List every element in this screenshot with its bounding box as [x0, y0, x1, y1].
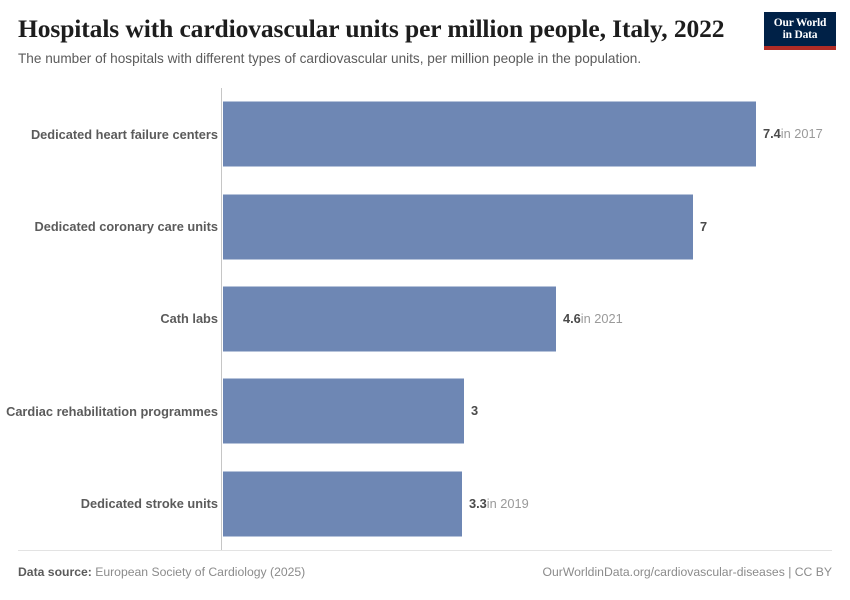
bar[interactable] — [223, 378, 464, 444]
chart-plot-area: Dedicated heart failure centers 7.4in 201… — [0, 88, 850, 550]
bar-value-label: 4.6in 2021 — [563, 310, 623, 326]
bar-category-label: Dedicated heart failure centers — [30, 126, 218, 142]
chart-footer: Data source: European Society of Cardiol… — [0, 550, 850, 600]
y-axis-line — [221, 88, 222, 550]
footer-divider — [18, 550, 832, 551]
data-source-label: Data source: — [18, 565, 92, 579]
bar-value-year: in 2017 — [780, 126, 823, 142]
data-source-value: European Society of Cardiology (2025) — [91, 565, 306, 579]
bar-row: Dedicated coronary care units 7 — [0, 180, 850, 272]
bar-value-number: 3.3 — [469, 495, 487, 511]
bar-category-label: Dedicated coronary care units — [34, 219, 219, 235]
chart-subtitle: The number of hospitals with different t… — [18, 51, 642, 66]
chart-header: Hospitals with cardiovascular units per … — [0, 0, 850, 88]
bar-value-label: 3.3in 2019 — [469, 495, 529, 511]
bar-value-number: 3 — [471, 403, 479, 419]
bar-value-label: 3 — [471, 404, 478, 418]
bar[interactable] — [223, 471, 462, 537]
bar-value-year: in 2019 — [486, 495, 529, 511]
bar-category-label: Dedicated stroke units — [80, 496, 218, 512]
page-title: Hospitals with cardiovascular units per … — [18, 14, 725, 43]
bar-category-label: Cardiac rehabilitation programmes — [6, 403, 218, 419]
bar-value-number: 7.4 — [763, 126, 781, 142]
bar-row: Cardiac rehabilitation programmes 3 — [0, 365, 850, 457]
bar[interactable] — [223, 194, 693, 260]
bar-category-label: Cath labs — [160, 311, 218, 327]
bar-value-year: in 2021 — [580, 310, 623, 326]
bar-value-label: 7 — [700, 218, 708, 234]
bar-row: Dedicated stroke units 3.3in 2019 — [0, 458, 850, 550]
bar-row: Dedicated heart failure centers 7.4in 201… — [0, 88, 850, 180]
bar-value-number: 4.6 — [563, 310, 581, 326]
our-world-in-data-logo[interactable]: Our World in Data — [764, 12, 836, 50]
bar-value-label: 7.4in 2017 — [763, 127, 823, 141]
attribution-link[interactable]: OurWorldinData.org/cardiovascular-diseas… — [542, 565, 832, 579]
data-source: Data source: European Society of Cardiol… — [18, 565, 305, 579]
bar-row: Cath labs 4.6in 2021 — [0, 273, 850, 365]
bar[interactable] — [223, 101, 756, 167]
logo-line-1: Our World — [773, 16, 827, 29]
bar[interactable] — [223, 286, 556, 352]
bar-value-number: 7 — [700, 218, 708, 234]
logo-line-2: in Data — [782, 29, 818, 41]
